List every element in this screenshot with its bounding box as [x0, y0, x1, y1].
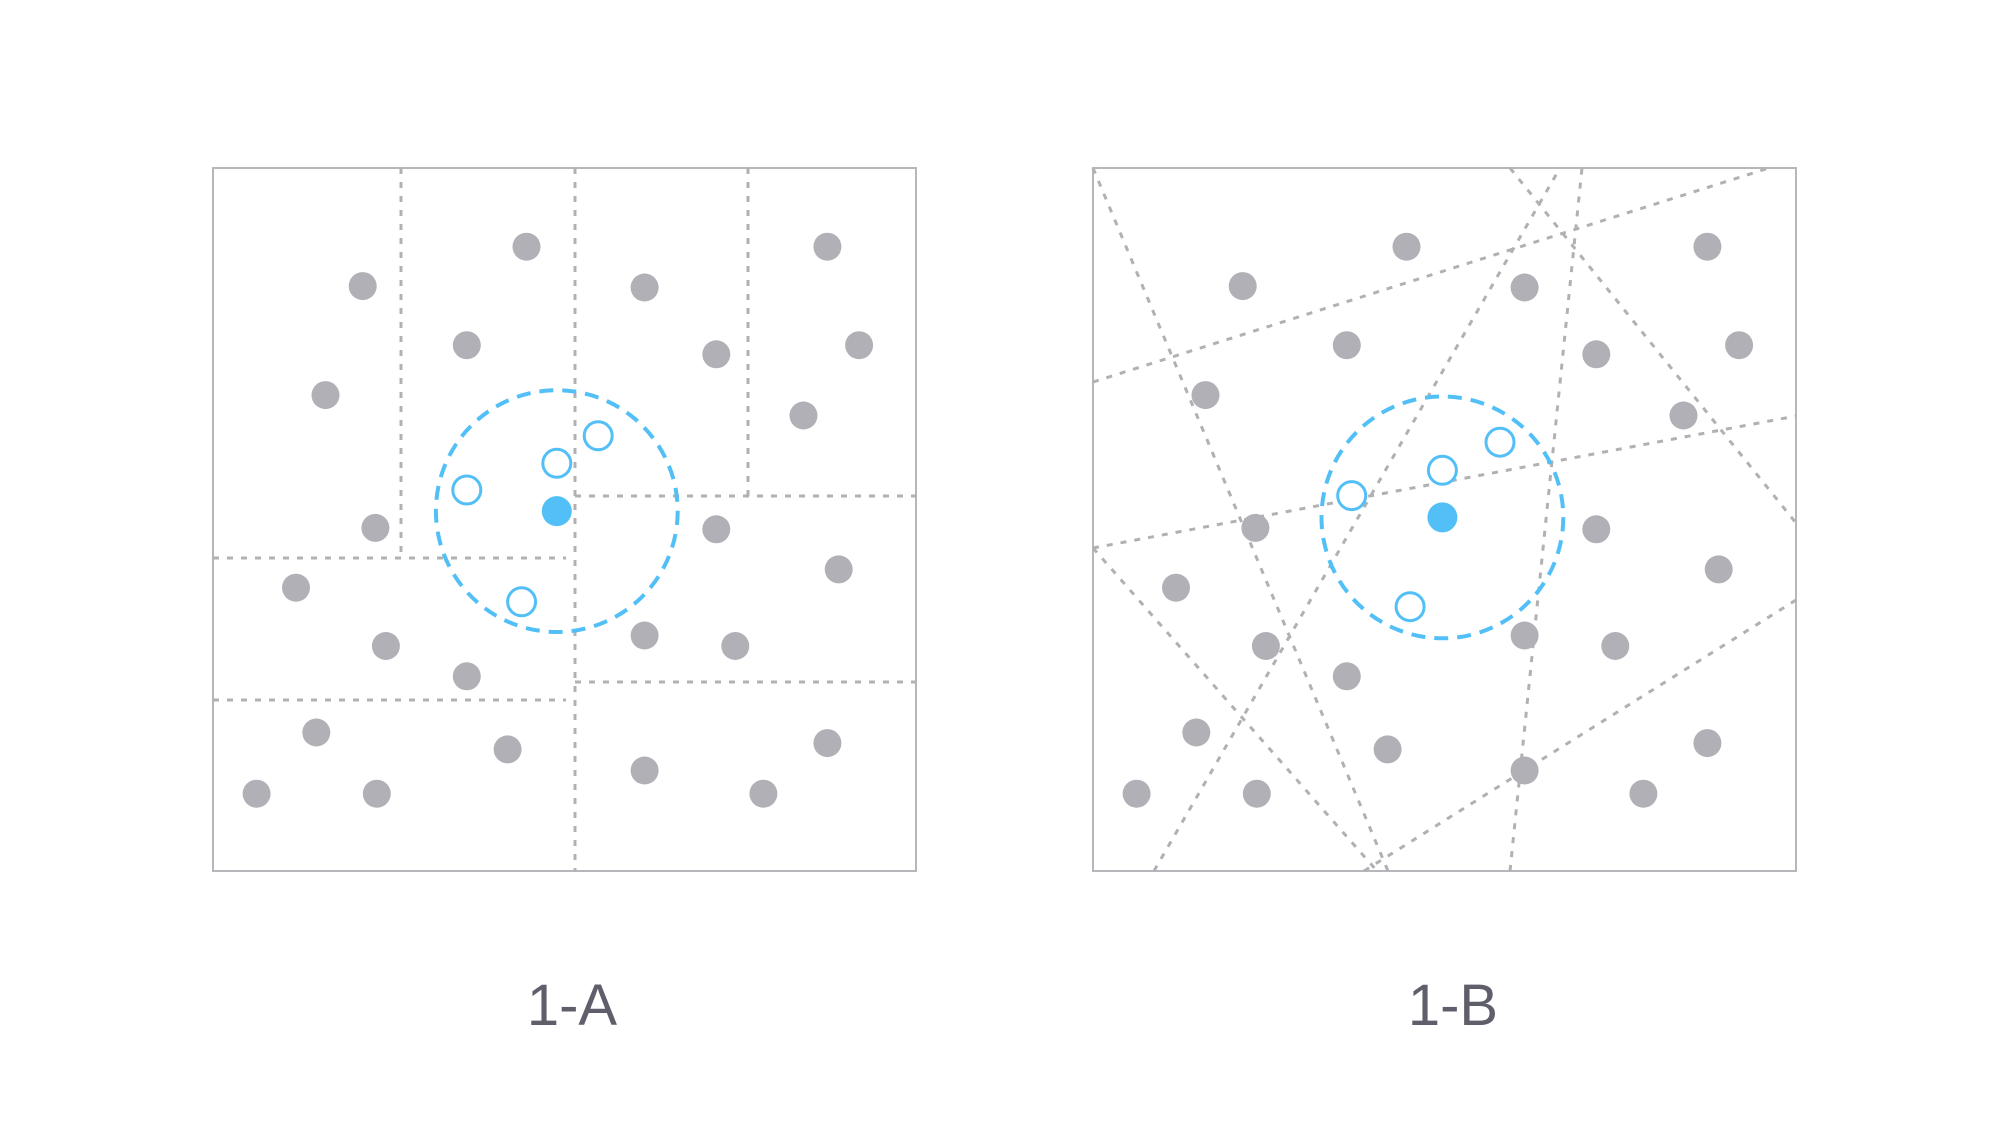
panel-1a-caption: 1-A	[527, 973, 618, 1038]
data-point	[1332, 662, 1361, 691]
partition-line	[1152, 167, 1562, 872]
neighbor-point	[506, 586, 538, 618]
panel-1a: 1-A	[212, 167, 917, 1038]
panel-1b-frame	[1092, 167, 1797, 872]
panel-1a-frame	[212, 167, 917, 872]
data-point	[1162, 573, 1190, 602]
data-point	[813, 729, 842, 758]
search-radius-circle	[1319, 394, 1566, 641]
data-point	[1332, 331, 1361, 360]
data-point	[512, 232, 541, 261]
partition-line	[1363, 598, 1797, 873]
partition-line	[1091, 167, 1390, 872]
data-point	[1122, 779, 1151, 808]
data-point	[721, 632, 750, 660]
partition-line	[1508, 167, 1584, 872]
search-radius-circle	[433, 388, 680, 635]
data-point	[1693, 232, 1722, 261]
panel-1a-neighbors	[451, 420, 614, 618]
neighbor-point	[541, 447, 573, 479]
data-point	[348, 272, 377, 301]
data-point	[371, 632, 400, 660]
data-point	[1601, 632, 1630, 660]
partition-line	[1091, 547, 1379, 872]
data-point	[452, 331, 481, 360]
data-point	[749, 779, 778, 808]
neighbor-point	[582, 420, 614, 452]
data-point	[1704, 555, 1733, 584]
data-point	[1669, 401, 1698, 430]
data-point	[1242, 779, 1271, 808]
query-point	[541, 496, 572, 527]
neighbor-point	[1426, 454, 1458, 486]
data-point	[789, 401, 818, 430]
data-point	[1629, 779, 1658, 808]
data-point	[362, 779, 391, 808]
data-point	[1191, 381, 1220, 410]
data-point	[282, 573, 310, 602]
data-point	[493, 735, 522, 764]
data-point	[630, 273, 659, 302]
data-point	[702, 515, 731, 544]
data-point	[302, 718, 331, 747]
data-point	[845, 331, 874, 360]
neighbor-point	[1484, 426, 1516, 458]
panel-1b-points	[1122, 232, 1754, 808]
partition-line	[1508, 167, 1798, 524]
panel-1b-neighbors	[1336, 426, 1516, 623]
data-point	[1392, 232, 1421, 261]
neighbor-point	[1336, 480, 1368, 512]
data-point	[1241, 513, 1270, 542]
panel-1b-caption: 1-B	[1408, 973, 1498, 1038]
data-point	[630, 621, 659, 650]
data-point	[1725, 331, 1754, 360]
neighbor-point	[451, 474, 483, 506]
panel-1b: 1-B	[1091, 166, 1798, 1038]
data-point	[1251, 632, 1280, 660]
data-point	[1228, 272, 1257, 301]
data-point	[311, 381, 340, 410]
query-point	[1427, 502, 1458, 533]
data-point	[1373, 735, 1402, 764]
neighbor-point	[1394, 591, 1426, 623]
data-point	[824, 555, 853, 584]
data-point	[1510, 621, 1539, 650]
partition-line	[1092, 166, 1770, 384]
data-point	[1693, 729, 1722, 758]
data-point	[452, 662, 481, 691]
data-point	[702, 340, 731, 369]
data-point	[1582, 515, 1611, 544]
data-point	[361, 513, 390, 542]
panel-1a-partition-lines	[213, 168, 916, 871]
data-point	[242, 779, 271, 808]
data-point	[1182, 718, 1211, 747]
panel-1a-points	[242, 232, 874, 808]
data-point	[1582, 340, 1611, 369]
data-point	[813, 232, 842, 261]
data-point	[1510, 756, 1539, 785]
data-point	[1510, 273, 1539, 302]
data-point	[630, 756, 659, 785]
panel-1b-partition-lines	[1091, 166, 1798, 873]
